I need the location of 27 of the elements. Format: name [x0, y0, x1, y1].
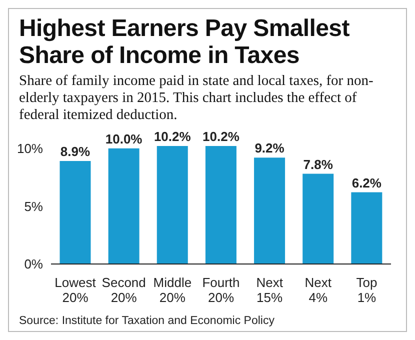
x-tick-label: Middle 20% [153, 275, 192, 305]
data-label: 10.0% [105, 131, 143, 146]
y-tick-label: 5% [24, 198, 44, 214]
x-tick-label: Lowest 20% [54, 275, 96, 305]
data-label: 7.8% [303, 156, 334, 172]
bar [108, 148, 140, 264]
bar [351, 192, 382, 264]
data-label: 9.2% [254, 140, 285, 156]
x-tick-label: Second 20% [102, 275, 146, 305]
bar [254, 158, 286, 264]
chart-subtitle: Share of family income paid in state and local taxes, for non-elderly taxpayers in 2015. This chart includes the effect of federal itemized deduction. [18, 72, 374, 124]
bar [205, 146, 236, 264]
y-tick-label: 10% [16, 140, 44, 156]
y-tick-label: 0% [24, 256, 44, 272]
data-label: 6.2% [352, 175, 382, 190]
source-note: Source: Institute for Taxation and Economic Policy [19, 315, 274, 327]
x-tick-label: Next 4% [304, 275, 332, 305]
bar [156, 146, 188, 264]
data-label: 8.9% [60, 144, 90, 160]
data-label: 10.2% [154, 129, 192, 144]
bar [60, 161, 91, 264]
x-tick-label: Next 15% [256, 275, 284, 305]
bar [302, 174, 334, 264]
chart-title: Highest Earners Pay Smallest Share of Income in Taxes [18, 14, 350, 69]
data-label: 10.2% [202, 129, 240, 144]
x-tick-label: Top 1% [356, 275, 378, 305]
x-tick-label: Fourth 20% [202, 275, 240, 305]
